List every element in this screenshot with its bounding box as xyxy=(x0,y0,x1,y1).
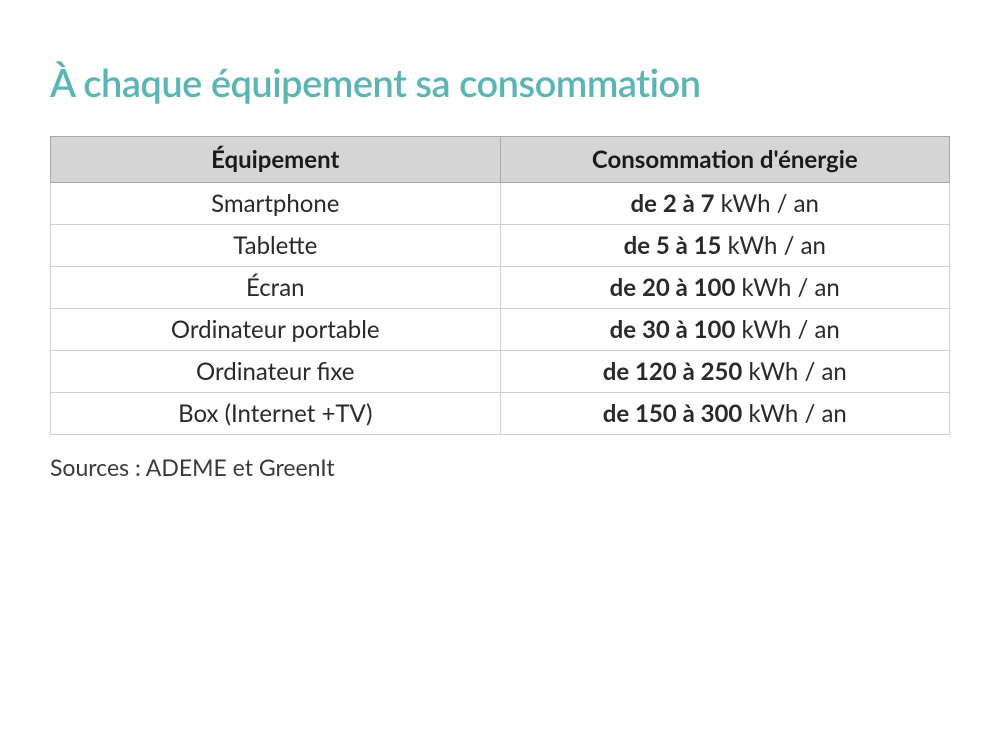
consumption-range: de 120 à 250 xyxy=(603,357,743,386)
consumption-range: de 20 à 100 xyxy=(610,273,736,302)
col-header-consumption: Consommation d'énergie xyxy=(500,137,950,183)
consumption-range: de 5 à 15 xyxy=(624,231,722,260)
cell-consumption: de 5 à 15 kWh / an xyxy=(500,225,950,267)
cell-equipment: Box (Internet +TV) xyxy=(51,393,501,435)
cell-consumption: de 120 à 250 kWh / an xyxy=(500,351,950,393)
table-row: Tablette de 5 à 15 kWh / an xyxy=(51,225,950,267)
col-header-equipment: Équipement xyxy=(51,137,501,183)
consumption-unit: kWh / an xyxy=(728,231,826,260)
cell-consumption: de 20 à 100 kWh / an xyxy=(500,267,950,309)
cell-equipment: Ordinateur fixe xyxy=(51,351,501,393)
consumption-range: de 30 à 100 xyxy=(610,315,736,344)
cell-equipment: Ordinateur portable xyxy=(51,309,501,351)
consumption-range: de 150 à 300 xyxy=(603,399,743,428)
table-row: Écran de 20 à 100 kWh / an xyxy=(51,267,950,309)
table-body: Smartphone de 2 à 7 kWh / an Tablette de… xyxy=(51,183,950,435)
cell-consumption: de 2 à 7 kWh / an xyxy=(500,183,950,225)
consumption-unit: kWh / an xyxy=(742,315,840,344)
consumption-table: Équipement Consommation d'énergie Smartp… xyxy=(50,136,950,435)
consumption-unit: kWh / an xyxy=(721,189,819,218)
cell-equipment: Écran xyxy=(51,267,501,309)
source-line: Sources : ADEME et GreenIt xyxy=(50,453,950,481)
consumption-unit: kWh / an xyxy=(749,357,847,386)
table-row: Ordinateur fixe de 120 à 250 kWh / an xyxy=(51,351,950,393)
table-row: Box (Internet +TV) de 150 à 300 kWh / an xyxy=(51,393,950,435)
cell-equipment: Tablette xyxy=(51,225,501,267)
consumption-table-wrapper: Équipement Consommation d'énergie Smartp… xyxy=(50,136,950,435)
cell-consumption: de 150 à 300 kWh / an xyxy=(500,393,950,435)
consumption-unit: kWh / an xyxy=(749,399,847,428)
consumption-unit: kWh / an xyxy=(742,273,840,302)
consumption-range: de 2 à 7 xyxy=(631,189,715,218)
cell-consumption: de 30 à 100 kWh / an xyxy=(500,309,950,351)
table-header-row: Équipement Consommation d'énergie xyxy=(51,137,950,183)
table-row: Smartphone de 2 à 7 kWh / an xyxy=(51,183,950,225)
table-row: Ordinateur portable de 30 à 100 kWh / an xyxy=(51,309,950,351)
page-title: À chaque équipement sa consommation xyxy=(50,60,950,106)
cell-equipment: Smartphone xyxy=(51,183,501,225)
